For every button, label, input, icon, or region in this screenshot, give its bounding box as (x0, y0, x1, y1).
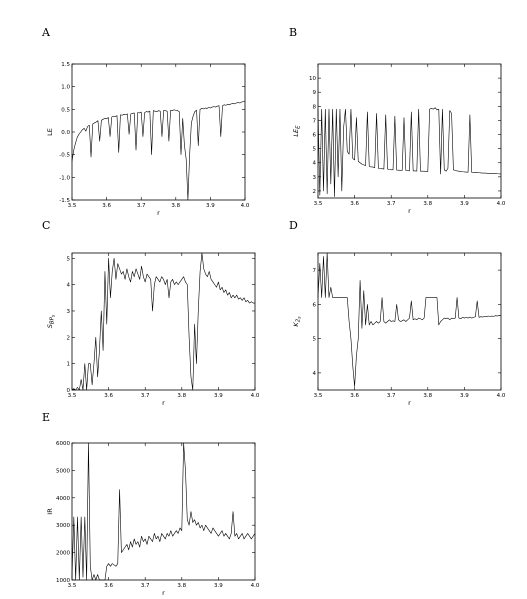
y-tick-label-c-1: 1 (67, 362, 71, 368)
series-line-b-0 (317, 107, 502, 197)
x-tick-label-d-0: 3.5 (314, 393, 323, 399)
y-axis-label-a: LE (46, 128, 54, 136)
y-tick-label-a-6: 1.5 (61, 62, 70, 68)
panel-letter-a: A (41, 26, 51, 39)
x-tick-label-b-4: 3.9 (460, 201, 469, 207)
y-tick-label-d-3: 7 (313, 268, 317, 274)
x-tick-label-c-1: 3.6 (104, 393, 113, 399)
plot-frame-b (317, 63, 502, 199)
y-tick-label-b-7: 9 (313, 90, 317, 96)
y-axis-label-d: K2s (292, 316, 303, 327)
y-tick-label-c-0: 0 (67, 388, 71, 394)
x-tick-label-c-4: 3.9 (214, 393, 223, 399)
x-axis-label-c: r (162, 399, 165, 407)
x-tick-label-d-3: 3.8 (423, 393, 432, 399)
x-axis-label-d: r (408, 399, 411, 407)
y-tick-label-b-3: 5 (313, 147, 317, 153)
chart-panel-b: 3.5 3.6 3.7 3.8 3.9 4.0 2 3 4 5 6 7 8 9 10 r LEE (292, 63, 506, 215)
y-tick-label-e-3: 4000 (56, 496, 70, 502)
y-tick-label-b-0: 2 (313, 189, 317, 195)
x-tick-label-b-0: 3.5 (314, 201, 323, 207)
chart-panel-a: 3.5 3.6 3.7 3.8 3.9 4.0 -1.5 -1.0 -0.5 0.0 0.5 1.0 1… (46, 62, 250, 217)
x-tick-label-d-1: 3.6 (350, 393, 359, 399)
y-tick-label-e-2: 3000 (56, 523, 70, 529)
panel-letter-d: D (289, 219, 298, 232)
y-tick-label-a-0: -1.5 (59, 198, 70, 204)
panel-letter-c: C (42, 219, 50, 232)
y-tick-label-a-5: 1.0 (61, 85, 70, 91)
x-tick-label-e-5: 4.0 (251, 583, 260, 589)
x-tick-label-c-5: 4.0 (251, 393, 260, 399)
y-tick-label-b-1: 3 (313, 175, 317, 181)
x-tick-label-b-5: 4.0 (497, 201, 506, 207)
series-line-e-0 (71, 442, 256, 581)
x-tick-label-e-4: 3.9 (214, 583, 223, 589)
x-tick-label-b-2: 3.7 (387, 201, 396, 207)
y-tick-label-a-3: 0.0 (61, 130, 70, 136)
y-tick-label-b-2: 4 (313, 161, 317, 167)
x-tick-label-c-0: 3.5 (68, 393, 77, 399)
x-tick-label-e-1: 3.6 (104, 583, 113, 589)
panel-letter-e: E (42, 411, 50, 424)
y-tick-label-e-5: 6000 (56, 441, 70, 447)
y-tick-label-d-0: 4 (313, 371, 317, 377)
y-tick-label-c-4: 4 (67, 283, 71, 289)
x-tick-label-a-0: 3.5 (68, 203, 77, 209)
y-tick-label-a-2: -0.5 (59, 153, 70, 159)
y-tick-label-a-1: -1.0 (59, 175, 70, 181)
y-tick-label-b-8: 10 (309, 76, 316, 82)
x-tick-label-b-1: 3.6 (350, 201, 359, 207)
x-tick-label-e-3: 3.8 (177, 583, 186, 589)
y-tick-label-e-4: 5000 (56, 468, 70, 474)
x-tick-label-d-2: 3.7 (387, 393, 396, 399)
x-tick-label-e-0: 3.5 (68, 583, 77, 589)
plot-frame-e (71, 442, 256, 581)
x-tick-label-c-2: 3.7 (141, 393, 150, 399)
x-tick-label-d-4: 3.9 (460, 393, 469, 399)
x-tick-label-d-5: 4.0 (497, 393, 506, 399)
chart-panel-d: 3.5 3.6 3.7 3.8 3.9 4.0 4 5 6 7 r K2s (292, 252, 506, 407)
y-tick-label-c-5: 5 (67, 256, 71, 262)
plot-frame-c (71, 252, 256, 391)
y-tick-label-c-2: 2 (67, 335, 71, 341)
y-tick-label-a-4: 0.5 (61, 107, 70, 113)
panel-letter-b: B (289, 26, 297, 39)
y-tick-label-d-2: 6 (313, 302, 317, 308)
y-tick-label-b-4: 6 (313, 133, 317, 139)
x-tick-label-a-4: 3.9 (206, 203, 215, 209)
x-axis-label-a: r (157, 209, 160, 217)
y-tick-label-b-5: 7 (313, 118, 317, 124)
y-axis-label-e: IR (46, 508, 54, 515)
y-tick-label-e-1: 2000 (56, 551, 70, 557)
x-tick-label-b-3: 3.8 (423, 201, 432, 207)
y-tick-label-c-3: 3 (67, 309, 71, 315)
chart-panel-e: 3.5 3.6 3.7 3.8 3.9 4.0 1000 2000 3000 4000 5000 60… (46, 441, 260, 597)
x-tick-label-a-2: 3.7 (137, 203, 146, 209)
x-tick-label-a-3: 3.8 (171, 203, 180, 209)
x-tick-label-e-2: 3.7 (141, 583, 150, 589)
y-axis-label-b: LEE (292, 125, 302, 137)
y-axis-label-c: SBPs (46, 314, 57, 328)
y-tick-label-e-0: 1000 (56, 578, 70, 584)
series-line-d-0 (317, 252, 502, 387)
y-tick-label-b-6: 8 (313, 104, 317, 110)
x-axis-label-e: r (162, 589, 165, 597)
x-tick-label-a-1: 3.6 (102, 203, 111, 209)
chart-panel-c: 3.5 3.6 3.7 3.8 3.9 4.0 0 1 2 3 4 5 r SBPs (46, 252, 260, 407)
series-line-c-0 (71, 252, 255, 391)
x-tick-label-c-3: 3.8 (177, 393, 186, 399)
y-tick-label-d-1: 5 (313, 337, 317, 343)
x-axis-label-b: r (408, 207, 411, 215)
plot-frame-d (317, 252, 502, 391)
plot-frame-a (71, 63, 246, 201)
x-tick-label-a-5: 4.0 (241, 203, 250, 209)
series-line-a-0 (71, 100, 246, 201)
